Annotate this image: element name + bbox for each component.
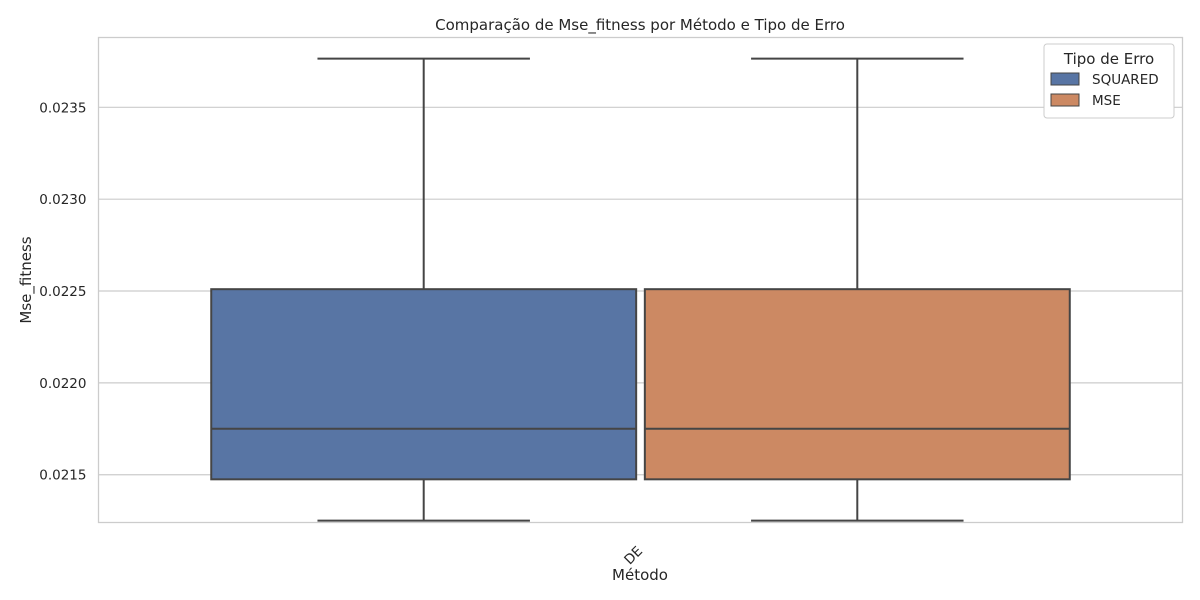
y-tick-label: 0.0220 — [39, 376, 86, 392]
legend-label-squared: SQUARED — [1092, 72, 1159, 88]
y-tick-label: 0.0235 — [39, 100, 86, 116]
box-mse — [643, 57, 1071, 522]
x-axis-label: Método — [612, 566, 668, 584]
x-tick-label: DE — [621, 543, 646, 568]
x-tick-labels: DE — [621, 543, 646, 568]
legend-items: SQUARED MSE — [1050, 72, 1159, 109]
y-tick-label: 0.0215 — [39, 468, 86, 484]
box-body — [643, 288, 1071, 481]
y-tick-label: 0.0230 — [39, 192, 86, 208]
boxes — [210, 57, 1071, 522]
legend-swatch-mse — [1050, 93, 1080, 107]
legend-swatch-squared — [1050, 72, 1080, 86]
y-tick-labels: 0.0215 0.0220 0.0225 0.0230 0.0235 — [39, 100, 86, 483]
y-tick-label: 0.0225 — [39, 284, 86, 300]
box-body — [210, 288, 638, 481]
chart-title: Comparação de Mse_fitness por Método e T… — [435, 16, 845, 35]
y-axis-label: Mse_fitness — [17, 236, 36, 323]
box-squared — [210, 57, 638, 522]
legend-label-mse: MSE — [1092, 93, 1121, 109]
legend: Tipo de Erro SQUARED MSE — [1043, 43, 1175, 119]
legend-title: Tipo de Erro — [1063, 50, 1154, 68]
